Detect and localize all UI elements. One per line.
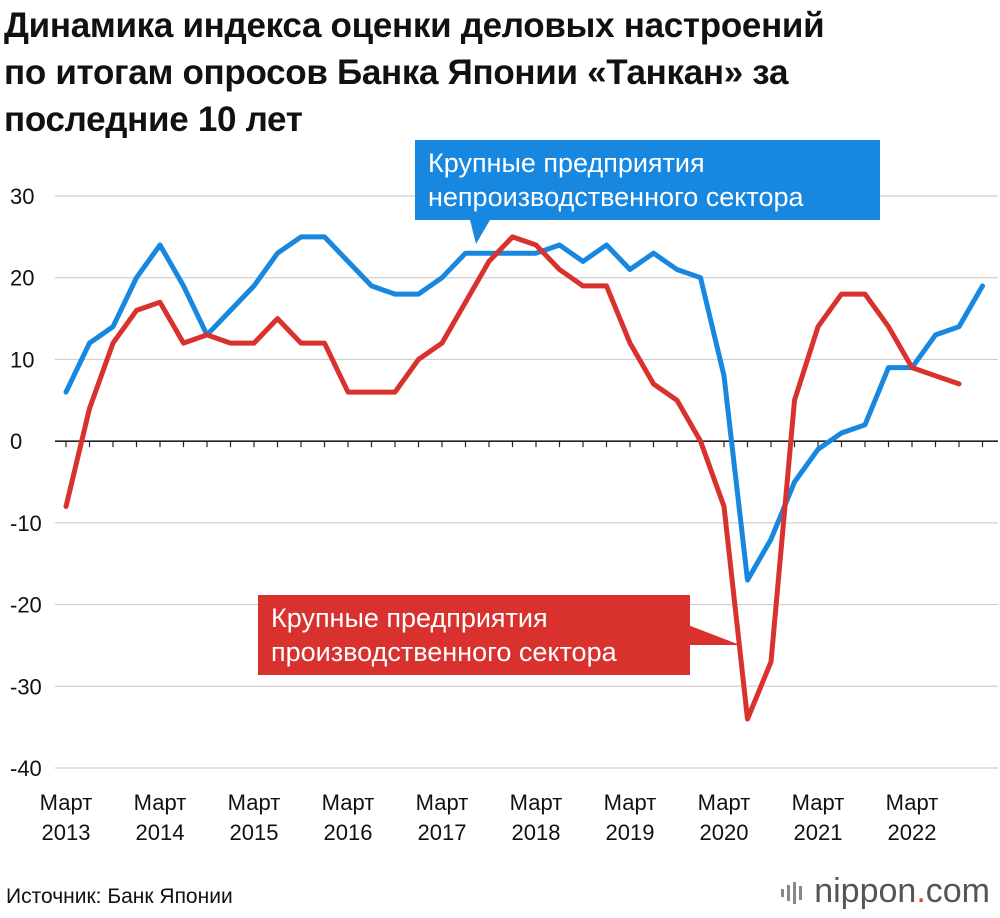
x-tick-label-month: Март — [134, 790, 187, 815]
x-tick-label-year: 2013 — [42, 820, 91, 845]
y-tick-label: -10 — [10, 511, 42, 536]
x-tick-label-year: 2021 — [794, 820, 843, 845]
nippon-logo: nippon.com — [780, 872, 990, 911]
logo-text-prefix: nippon — [814, 872, 917, 910]
label-nonmanufacturing: Крупные предприятия непроизводственного с… — [415, 140, 880, 244]
logo-text-suffix: com — [925, 872, 990, 910]
y-tick-label: -40 — [10, 756, 42, 781]
series-lines — [63, 234, 985, 722]
y-tick-label: 30 — [10, 184, 34, 209]
label-text: производственного сектора — [271, 637, 618, 667]
x-tick-label-year: 2022 — [888, 820, 937, 845]
label-box — [415, 140, 880, 220]
x-tick-label-month: Март — [510, 790, 563, 815]
x-tick-label-year: 2015 — [230, 820, 279, 845]
y-tick-label: 10 — [10, 347, 34, 372]
gridlines — [55, 195, 998, 769]
y-tick-label: 0 — [10, 429, 22, 454]
label-text: Крупные предприятия — [271, 603, 548, 633]
x-tick-label-year: 2018 — [512, 820, 561, 845]
x-tick-label-year: 2014 — [136, 820, 185, 845]
x-tick-label-year: 2020 — [700, 820, 749, 845]
title-line-2: по итогам опросов Банка Японии «Танкан» … — [4, 53, 789, 92]
series-line-nonmanufacturing — [63, 234, 985, 583]
logo-lines-icon — [781, 882, 803, 905]
x-tick-label-month: Март — [322, 790, 375, 815]
y-tick-label: 20 — [10, 266, 34, 291]
x-tick-label-month: Март — [886, 790, 939, 815]
chart-title: Динамика индекса оценки деловых настроен… — [4, 2, 996, 143]
x-tick-label-month: Март — [40, 790, 93, 815]
series-line-manufacturing — [63, 234, 962, 722]
y-axis-ticks: 30 20 10 0 -10 -20 -30 -40 — [10, 184, 42, 781]
label-box — [258, 595, 690, 675]
x-tick-label-month: Март — [792, 790, 845, 815]
source-note: Источник: Банк Японии — [6, 885, 233, 908]
title-line-1: Динамика индекса оценки деловых настроен… — [4, 6, 825, 45]
y-tick-label: -20 — [10, 593, 42, 618]
series-labels: Крупные предприятия непроизводственного с… — [258, 140, 880, 675]
label-manufacturing: Крупные предприятия производственного сек… — [258, 595, 740, 675]
label-text: Крупные предприятия — [428, 148, 705, 178]
logo-dot: . — [916, 872, 926, 910]
x-tick-label-month: Март — [604, 790, 657, 815]
title-line-3: последние 10 лет — [4, 100, 303, 139]
x-tick-label-month: Март — [698, 790, 751, 815]
x-tick-label-year: 2019 — [606, 820, 655, 845]
label-pointer — [688, 625, 740, 645]
x-tick-label-month: Март — [228, 790, 281, 815]
x-tick-label-month: Март — [416, 790, 469, 815]
label-text: непроизводственного сектора — [428, 182, 805, 212]
x-tick-label-year: 2016 — [324, 820, 373, 845]
x-axis-ticks: Март 2013 Март 2014 Март 2015 Март 2016 Март 2017… — [40, 790, 939, 845]
y-tick-label: -30 — [10, 674, 42, 699]
x-tick-label-year: 2017 — [418, 820, 467, 845]
label-pointer — [470, 220, 490, 244]
